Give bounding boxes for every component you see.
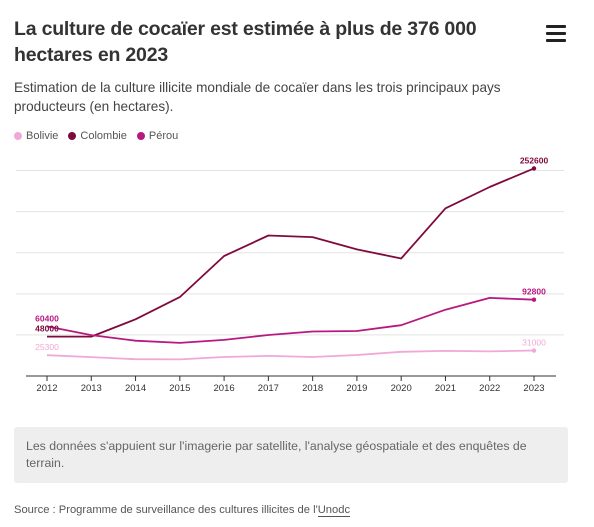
data-label: 92800 [522, 287, 546, 297]
chart-title: La culture de cocaïer est estimée à plus… [14, 18, 477, 66]
legend-item-bolivie[interactable]: Bolivie [14, 130, 58, 142]
series-line-colombie [47, 167, 535, 338]
data-label: 252600 [520, 155, 549, 165]
legend-label-colombie: Colombie [80, 130, 127, 142]
x-tick-label: 2020 [391, 383, 412, 394]
x-tick-label: 2019 [346, 383, 367, 394]
x-tick-label: 2013 [81, 383, 102, 394]
legend-label-perou: Pérou [148, 130, 179, 142]
series-end-point-perou [531, 297, 537, 302]
series-end-point-colombie [531, 166, 537, 171]
x-tick-label: 2023 [523, 383, 544, 394]
legend-label-bolivie: Bolivie [26, 130, 59, 142]
series-line-bolivie [46, 349, 535, 361]
x-tick-label: 2017 [258, 383, 279, 394]
x-tick-label: 2015 [169, 383, 190, 394]
data-label: 31000 [522, 338, 546, 348]
source-link-unodc[interactable]: Unodc [317, 504, 351, 517]
legend-dot-colombie [68, 132, 77, 140]
hamburger-menu-icon[interactable] [544, 24, 568, 42]
legend: Bolivie Colombie Pérou [14, 130, 178, 142]
x-tick-label: 2012 [36, 383, 57, 394]
legend-dot-perou [136, 132, 145, 140]
x-tick-label: 2014 [125, 383, 146, 394]
legend-item-colombie[interactable]: Colombie [68, 130, 127, 142]
line-chart: 2012 2013 2014 2015 2016 2017 2018 2019 2020 2021… [16, 155, 564, 394]
source-text: Source : Programme de surveillance des c… [14, 504, 318, 516]
data-label: 48000 [35, 324, 59, 334]
x-tick-label: 2022 [479, 383, 500, 394]
data-label: 25300 [35, 342, 59, 352]
data-label: 60400 [35, 313, 59, 323]
legend-item-perou[interactable]: Pérou [136, 130, 179, 142]
data-note: Les données s'appuient sur l'imagerie pa… [14, 427, 568, 483]
series-end-point-bolivie [531, 348, 537, 353]
x-tick-label: 2018 [302, 383, 323, 394]
x-tick-label: 2021 [435, 383, 456, 394]
series-line-perou [46, 296, 535, 344]
x-tick-label: 2016 [214, 383, 235, 394]
legend-dot-bolivie [14, 132, 22, 140]
source-line: Source : Programme de surveillance des c… [14, 504, 351, 517]
chart-subtitle: Estimation de la culture illicite mondia… [14, 80, 501, 114]
